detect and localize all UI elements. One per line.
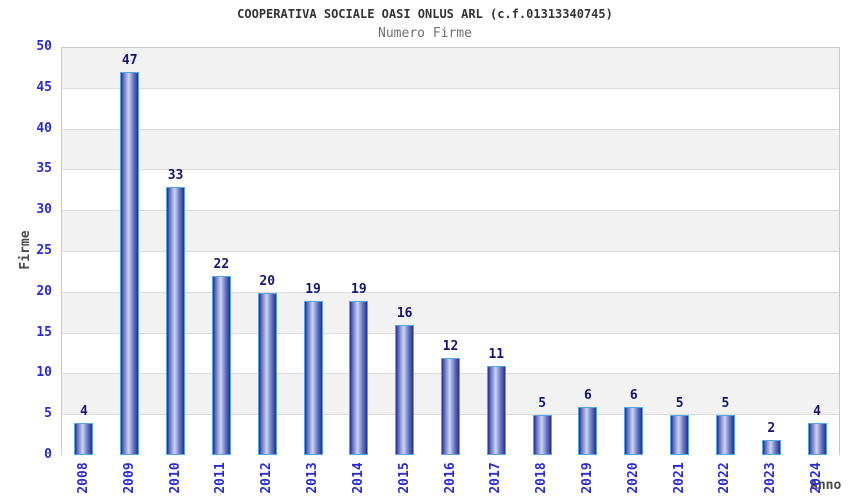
x-tick-2017: 2017 xyxy=(488,462,504,494)
x-tick-2022: 2022 xyxy=(717,462,733,494)
bar-2008 xyxy=(74,423,94,455)
bar-2013 xyxy=(303,300,323,455)
bar-value-2017: 11 xyxy=(488,347,505,363)
gridline-45 xyxy=(62,87,839,89)
y-tick-50: 50 xyxy=(36,39,52,54)
x-tick-2016: 2016 xyxy=(442,462,458,494)
y-tick-0: 0 xyxy=(44,447,52,462)
gridline-20 xyxy=(62,291,839,293)
bar-value-2013: 19 xyxy=(305,281,321,297)
y-tick-10: 10 xyxy=(36,365,52,381)
x-tick-2009: 2009 xyxy=(121,462,137,494)
gridline-25 xyxy=(62,251,839,252)
bar-2019 xyxy=(578,407,598,455)
bar-2011 xyxy=(211,276,231,455)
x-tick-2011: 2011 xyxy=(213,462,229,494)
band-15-20 xyxy=(62,292,839,334)
x-tick-2019: 2019 xyxy=(579,462,595,494)
y-tick-15: 15 xyxy=(36,324,52,340)
x-tick-2023: 2023 xyxy=(763,462,779,494)
x-tick-2012: 2012 xyxy=(259,462,275,494)
bar-2018 xyxy=(532,415,552,455)
bar-value-2018: 5 xyxy=(538,396,547,412)
x-tick-2018: 2018 xyxy=(534,462,550,494)
bar-2010 xyxy=(166,186,186,455)
band-30-35 xyxy=(62,170,839,212)
band-40-45 xyxy=(62,88,839,130)
x-tick-2013: 2013 xyxy=(305,462,321,494)
y-tick-5: 5 xyxy=(44,406,52,422)
bar-value-2020: 6 xyxy=(629,388,638,404)
bar-value-2012: 20 xyxy=(259,273,276,289)
bar-2020 xyxy=(624,407,644,455)
gridline-15 xyxy=(62,332,839,334)
bar-value-2009: 47 xyxy=(121,53,138,69)
bar-2024 xyxy=(807,423,827,455)
x-tick-2021: 2021 xyxy=(671,462,687,494)
bar-value-2019: 6 xyxy=(584,388,592,404)
y-tick-30: 30 xyxy=(36,202,52,218)
bar-2022 xyxy=(715,415,735,455)
chart-subtitle: Numero Firme xyxy=(378,26,472,41)
bar-value-2014: 19 xyxy=(351,281,367,297)
y-tick-20: 20 xyxy=(36,283,52,299)
bar-value-2015: 16 xyxy=(396,306,413,322)
bar-2017 xyxy=(486,366,506,455)
bar-value-2022: 5 xyxy=(721,396,730,412)
x-tick-2008: 2008 xyxy=(75,462,91,494)
gridline-35 xyxy=(62,169,839,171)
bar-value-2016: 12 xyxy=(442,339,459,355)
bar-value-2021: 5 xyxy=(675,396,684,412)
y-tick-40: 40 xyxy=(36,120,52,136)
bar-value-2010: 33 xyxy=(167,167,184,183)
bar-value-2011: 22 xyxy=(213,257,230,273)
chart-title: COOPERATIVA SOCIALE OASI ONLUS ARL (c.f.… xyxy=(237,7,613,21)
gridline-40 xyxy=(62,128,839,130)
band-25-30 xyxy=(62,211,839,252)
x-axis-title: Anno xyxy=(810,478,842,493)
bar-2015 xyxy=(395,325,415,455)
y-tick-25: 25 xyxy=(36,243,52,258)
y-tick-45: 45 xyxy=(36,79,52,95)
bar-2014 xyxy=(349,300,369,455)
bar-value-2024: 4 xyxy=(813,404,821,420)
band-20-25 xyxy=(62,252,839,293)
gridline-30 xyxy=(62,210,839,212)
y-tick-35: 35 xyxy=(36,161,52,177)
bar-2012 xyxy=(257,292,277,455)
band-45-50 xyxy=(62,48,839,89)
band-35-40 xyxy=(62,129,839,171)
x-tick-2015: 2015 xyxy=(396,462,412,494)
bar-2021 xyxy=(670,415,690,455)
bar-2016 xyxy=(441,358,460,455)
bar-2009 xyxy=(120,72,140,455)
x-tick-2020: 2020 xyxy=(625,462,641,494)
x-tick-2014: 2014 xyxy=(350,462,366,494)
bar-2023 xyxy=(761,439,781,455)
x-tick-2010: 2010 xyxy=(167,462,183,494)
bar-value-2023: 2 xyxy=(767,420,776,436)
x-tick-2024: 2024 xyxy=(809,462,825,494)
bar-value-2008: 4 xyxy=(79,404,88,420)
